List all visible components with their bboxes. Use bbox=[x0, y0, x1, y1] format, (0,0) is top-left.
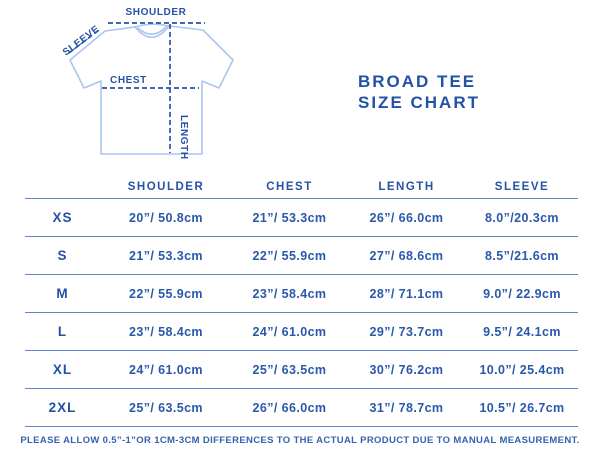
sleeve-measure-line bbox=[68, 29, 100, 54]
measurement-note: PLEASE ALLOW 0.5”-1”OR 1CM-3CM DIFFERENC… bbox=[20, 435, 580, 446]
header-sleeve: SLEEVE bbox=[494, 181, 550, 193]
size-label: L bbox=[57, 324, 68, 339]
length-value: 26”/ 66.0cm bbox=[369, 210, 444, 225]
size-label: XL bbox=[52, 362, 73, 377]
sleeve-value: 10.5”/ 26.7cm bbox=[479, 400, 565, 415]
sleeve-value: 9.0”/ 22.9cm bbox=[483, 286, 561, 301]
chest-value: 21”/ 53.3cm bbox=[252, 210, 327, 225]
page-title-line1: BROAD TEE bbox=[358, 72, 477, 91]
sleeve-value: 9.5”/ 24.1cm bbox=[483, 324, 561, 339]
length-label: LENGTH bbox=[178, 115, 189, 160]
shoulder-value: 20”/ 50.8cm bbox=[129, 210, 203, 225]
length-value: 31”/ 78.7cm bbox=[369, 400, 444, 415]
sleeve-label: SLEEVE bbox=[61, 24, 102, 59]
table-row: XL 24”/ 61.0cm 25”/ 63.5cm 30”/ 76.2cm 1… bbox=[25, 350, 578, 388]
chest-value: 25”/ 63.5cm bbox=[252, 362, 327, 377]
shoulder-value: 24”/ 61.0cm bbox=[129, 362, 203, 377]
page-title: BROAD TEE SIZE CHART bbox=[358, 71, 480, 113]
size-label: S bbox=[57, 248, 68, 263]
shoulder-value: 22”/ 55.9cm bbox=[129, 286, 203, 301]
chest-label: CHEST bbox=[110, 75, 147, 86]
sleeve-value: 8.0”/20.3cm bbox=[485, 210, 559, 225]
table-row: XS 20”/ 50.8cm 21”/ 53.3cm 26”/ 66.0cm 8… bbox=[25, 198, 578, 236]
table-row: 2XL 25”/ 63.5cm 26”/ 66.0cm 31”/ 78.7cm … bbox=[25, 388, 578, 427]
tshirt-diagram: SHOULDER SLEEVE CHEST LENGTH bbox=[61, 7, 234, 160]
chest-value: 24”/ 61.0cm bbox=[252, 324, 327, 339]
header-length: LENGTH bbox=[378, 181, 435, 193]
table-row: M 22”/ 55.9cm 23”/ 58.4cm 28”/ 71.1cm 9.… bbox=[25, 274, 578, 312]
tshirt-outline bbox=[69, 25, 234, 155]
header-shoulder: SHOULDER bbox=[127, 181, 205, 193]
collar-top-edge bbox=[134, 23, 170, 28]
table-row: S 21”/ 53.3cm 22”/ 55.9cm 27”/ 68.6cm 8.… bbox=[25, 236, 578, 274]
length-value: 27”/ 68.6cm bbox=[369, 248, 444, 263]
shoulder-value: 23”/ 58.4cm bbox=[129, 324, 203, 339]
length-value: 30”/ 76.2cm bbox=[369, 362, 444, 377]
table-header-row: SHOULDER CHEST LENGTH SLEEVE bbox=[25, 176, 578, 198]
shoulder-value: 21”/ 53.3cm bbox=[129, 248, 203, 263]
size-label: XS bbox=[52, 210, 73, 225]
table-row: L 23”/ 58.4cm 24”/ 61.0cm 29”/ 73.7cm 9.… bbox=[25, 312, 578, 350]
collar-outer-arc bbox=[134, 25, 170, 39]
collar-inner-arc bbox=[137, 26, 167, 36]
sleeve-value: 10.0”/ 25.4cm bbox=[479, 362, 565, 377]
shoulder-value: 25”/ 63.5cm bbox=[129, 400, 203, 415]
size-label: 2XL bbox=[48, 400, 77, 415]
chest-value: 23”/ 58.4cm bbox=[252, 286, 327, 301]
sleeve-value: 8.5”/21.6cm bbox=[485, 248, 559, 263]
header-chest: CHEST bbox=[266, 181, 313, 193]
chest-value: 26”/ 66.0cm bbox=[252, 400, 327, 415]
size-label: M bbox=[56, 286, 69, 301]
length-value: 29”/ 73.7cm bbox=[369, 324, 444, 339]
chest-value: 22”/ 55.9cm bbox=[252, 248, 327, 263]
length-value: 28”/ 71.1cm bbox=[369, 286, 444, 301]
page-title-line2: SIZE CHART bbox=[358, 93, 480, 112]
size-table: SHOULDER CHEST LENGTH SLEEVE XS 20”/ 50.… bbox=[25, 176, 578, 427]
shoulder-label: SHOULDER bbox=[126, 7, 187, 18]
